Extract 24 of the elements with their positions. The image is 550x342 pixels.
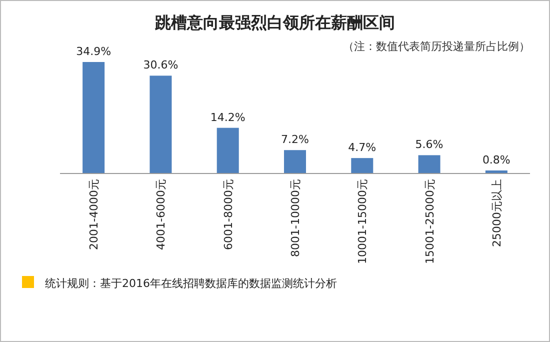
text: 统计规则：基于2016年在线招聘数据库的数据监测统计分析: [45, 277, 337, 290]
x-tick-label: 6001-8000元: [222, 179, 235, 250]
x-tick-label: 4001-6000元: [154, 179, 168, 250]
x-tick-label: 8001-10000元: [289, 179, 302, 257]
data-label: 4.7%: [348, 141, 376, 154]
data-label: 0.8%: [482, 153, 510, 166]
x-tick-label: 25000元以上: [490, 179, 504, 247]
x-tick-label: 2001-4000元: [88, 179, 101, 250]
bar: [485, 170, 508, 173]
data-label: 14.2%: [210, 110, 246, 124]
chart-title: 跳槽意向最强烈白领所在薪酬区间: [154, 13, 395, 32]
x-tick-label: 10001-15000元: [356, 179, 370, 264]
data-label: 7.2%: [281, 133, 309, 146]
bar: [284, 150, 306, 173]
bar: [150, 76, 172, 173]
data-label: 30.6%: [143, 58, 178, 72]
bar: [418, 155, 440, 173]
bar: [82, 62, 105, 173]
data-label: 5.6%: [415, 138, 444, 152]
x-tick-label: 15001-25000元: [423, 179, 436, 264]
data-label: 34.9%: [76, 45, 112, 58]
chart-subtitle: （注：数值代表简历投递量所占比例）: [343, 40, 530, 53]
bar: [351, 158, 374, 173]
bar: [216, 128, 239, 173]
